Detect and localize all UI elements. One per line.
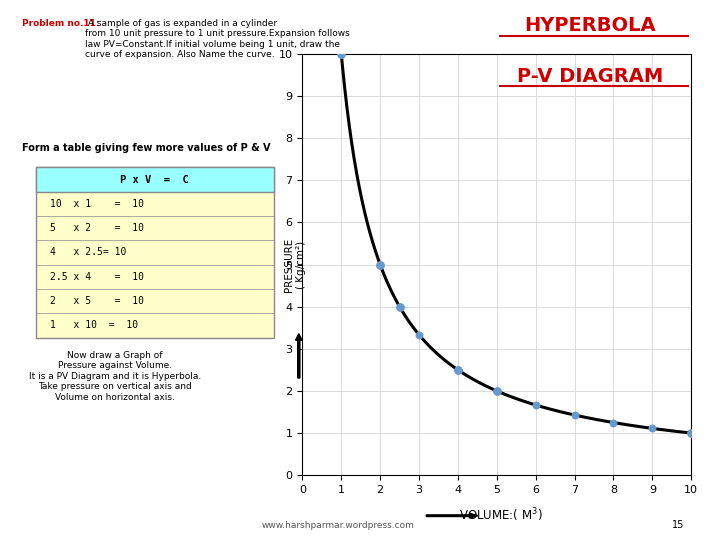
Point	[491, 387, 503, 395]
Point	[647, 424, 658, 433]
Point	[336, 50, 347, 58]
Point	[569, 411, 580, 420]
Text: Problem no.11:: Problem no.11:	[22, 19, 99, 28]
Point	[374, 260, 386, 269]
Point	[336, 50, 347, 58]
Text: 5   x 2    =  10: 5 x 2 = 10	[50, 223, 145, 233]
Text: 10  x 1    =  10: 10 x 1 = 10	[50, 199, 145, 209]
Text: VOLUME:( M$^3$): VOLUME:( M$^3$)	[459, 507, 542, 524]
Point	[491, 387, 503, 395]
Text: A sample of gas is expanded in a cylinder
from 10 unit pressure to 1 unit pressu: A sample of gas is expanded in a cylinde…	[85, 19, 350, 59]
Point	[413, 330, 425, 339]
Point	[394, 302, 405, 311]
Text: P x V  =  C: P x V = C	[120, 174, 189, 185]
Text: Now draw a Graph of
Pressure against Volume.
It is a PV Diagram and it is Hyperb: Now draw a Graph of Pressure against Vol…	[29, 351, 202, 402]
Text: 1   x 10  =  10: 1 x 10 = 10	[50, 320, 138, 330]
Text: www.harshparmar.wordpress.com: www.harshparmar.wordpress.com	[262, 521, 415, 530]
Point	[685, 429, 697, 437]
Point	[608, 418, 619, 427]
Point	[452, 366, 464, 374]
Point	[374, 260, 386, 269]
Text: 15: 15	[672, 520, 684, 530]
Text: P-V DIAGRAM: P-V DIAGRAM	[517, 68, 664, 86]
Text: Form a table giving few more values of P & V: Form a table giving few more values of P…	[22, 143, 270, 153]
Text: 2   x 5    =  10: 2 x 5 = 10	[50, 296, 145, 306]
Text: 4   x 2.5= 10: 4 x 2.5= 10	[50, 247, 127, 258]
Point	[452, 366, 464, 374]
Point	[530, 401, 541, 409]
Text: PRESSURE
( Kg/cm²): PRESSURE ( Kg/cm²)	[284, 238, 306, 292]
Text: HYPERBOLA: HYPERBOLA	[525, 16, 656, 35]
Text: 2.5 x 4    =  10: 2.5 x 4 = 10	[50, 272, 145, 282]
Point	[685, 429, 697, 437]
